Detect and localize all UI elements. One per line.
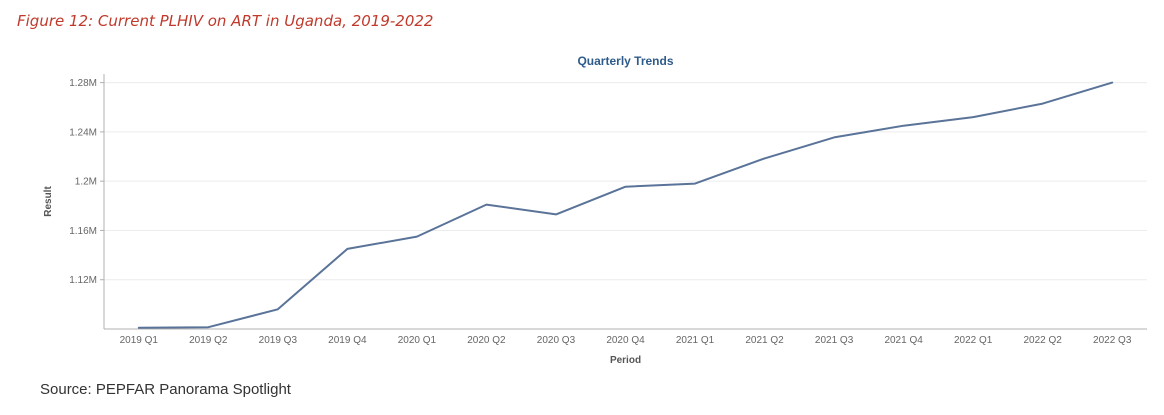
- x-tick-label-3: 2019 Q4: [328, 335, 367, 346]
- x-axis-ticks: 2019 Q1 2019 Q2 2019 Q3 2019 Q4 2020 Q1 2020 …: [120, 335, 1132, 346]
- x-tick-label-2: 2019 Q3: [259, 335, 298, 346]
- y-tick-label-4: 1.28M: [69, 78, 97, 89]
- x-tick-label-13: 2022 Q2: [1024, 335, 1063, 346]
- x-tick-label-0: 2019 Q1: [120, 335, 159, 346]
- x-axis-title: Period: [610, 355, 641, 366]
- x-tick-label-6: 2020 Q3: [537, 335, 576, 346]
- x-tick-label-4: 2020 Q1: [398, 335, 437, 346]
- chart-title: Quarterly Trends: [577, 54, 673, 68]
- gridlines: [104, 82, 1147, 281]
- x-tick-label-11: 2021 Q4: [884, 335, 923, 346]
- x-tick-label-7: 2020 Q4: [606, 335, 645, 346]
- y-tick-label-1: 1.16M: [69, 226, 97, 237]
- series-line-0: [137, 81, 1114, 329]
- y-axis-title: Result: [43, 186, 54, 217]
- x-tick-label-12: 2022 Q1: [954, 335, 993, 346]
- y-tick-label-3: 1.24M: [69, 127, 97, 138]
- source-note: Source: PEPFAR Panorama Spotlight: [40, 381, 291, 398]
- y-axis-ticks: 1.12M 1.16M 1.2M 1.24M 1.28M: [69, 78, 104, 286]
- axes: [103, 74, 1147, 330]
- x-tick-label-5: 2020 Q2: [467, 335, 506, 346]
- x-tick-label-9: 2021 Q2: [745, 335, 784, 346]
- x-tick-label-14: 2022 Q3: [1093, 335, 1132, 346]
- figure-caption: Figure 12: Current PLHIV on ART in Ugand…: [17, 12, 434, 30]
- y-tick-label-0: 1.12M: [69, 275, 97, 286]
- x-tick-label-1: 2019 Q2: [189, 335, 228, 346]
- line-chart: Quarterly Trends 1.12M 1.16M 1.2M 1.24M 1.28…: [43, 54, 1147, 366]
- series-lines: [137, 81, 1114, 329]
- x-tick-label-8: 2021 Q1: [676, 335, 715, 346]
- x-tick-label-10: 2021 Q3: [815, 335, 854, 346]
- y-tick-label-2: 1.2M: [75, 177, 97, 188]
